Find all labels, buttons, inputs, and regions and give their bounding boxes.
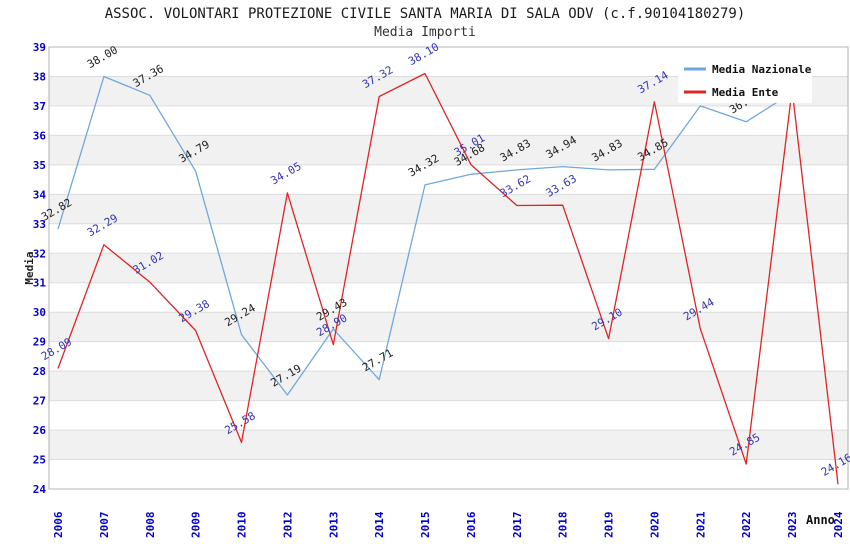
legend-box — [678, 57, 812, 103]
y-tick-label: 30 — [33, 306, 46, 319]
x-tick-label: 2007 — [98, 512, 111, 539]
x-tick-label: 2008 — [144, 512, 157, 539]
chart-subtitle: Media Importi — [374, 25, 476, 40]
y-tick-label: 29 — [33, 336, 46, 349]
plot-band — [49, 430, 848, 460]
x-tick-label: 2010 — [236, 512, 249, 539]
x-axis-title: Anno — [806, 513, 835, 527]
y-tick-label: 28 — [33, 365, 46, 378]
y-tick-label: 25 — [33, 454, 46, 467]
y-tick-label: 37 — [33, 100, 46, 113]
x-tick-label: 2013 — [327, 512, 340, 539]
y-tick-label: 34 — [33, 188, 47, 201]
y-tick-label: 24 — [33, 483, 47, 496]
y-tick-label: 26 — [33, 424, 47, 437]
x-tick-label: 2009 — [190, 512, 203, 539]
x-tick-label: 2014 — [373, 511, 386, 538]
x-tick-label: 2023 — [786, 512, 799, 539]
x-tick-label: 2015 — [419, 512, 432, 539]
x-tick-label: 2017 — [511, 512, 524, 539]
data-label: 38.10 — [406, 40, 441, 68]
data-label: 27.71 — [360, 346, 395, 374]
legend-label-media-nazionale: Media Nazionale — [712, 63, 812, 76]
x-tick-label: 2020 — [648, 512, 661, 539]
plot-band — [49, 371, 848, 401]
y-tick-label: 36 — [33, 129, 47, 142]
legend: Media Nazionale Media Ente — [678, 57, 812, 103]
chart-title: ASSOC. VOLONTARI PROTEZIONE CIVILE SANTA… — [104, 6, 746, 22]
x-tick-label: 2021 — [694, 511, 707, 538]
plot-band — [49, 312, 848, 342]
y-tick-label: 38 — [33, 70, 46, 83]
y-tick-label: 31 — [33, 277, 47, 290]
y-tick-label: 33 — [33, 218, 46, 231]
plot-band — [49, 194, 848, 224]
x-tick-label: 2006 — [52, 511, 65, 538]
series-line-media-nazionale — [57, 75, 793, 396]
plot-band — [49, 253, 848, 283]
x-tick-label: 2012 — [281, 512, 294, 539]
x-tick-label: 2019 — [603, 512, 616, 539]
y-tick-label: 35 — [33, 159, 46, 172]
x-tick-label: 2018 — [557, 512, 570, 539]
y-tick-label: 27 — [33, 395, 46, 408]
plot-band — [49, 135, 848, 165]
y-tick-label: 39 — [33, 41, 46, 54]
series-line-media-ente — [57, 72, 839, 485]
legend-label-media-ente: Media Ente — [712, 86, 779, 99]
x-tick-label: 2016 — [465, 511, 478, 538]
plot-border — [48, 46, 849, 490]
x-tick-label: 2024 — [832, 511, 845, 538]
x-tick-label: 2022 — [740, 512, 753, 539]
y-tick-label: 32 — [33, 247, 46, 260]
